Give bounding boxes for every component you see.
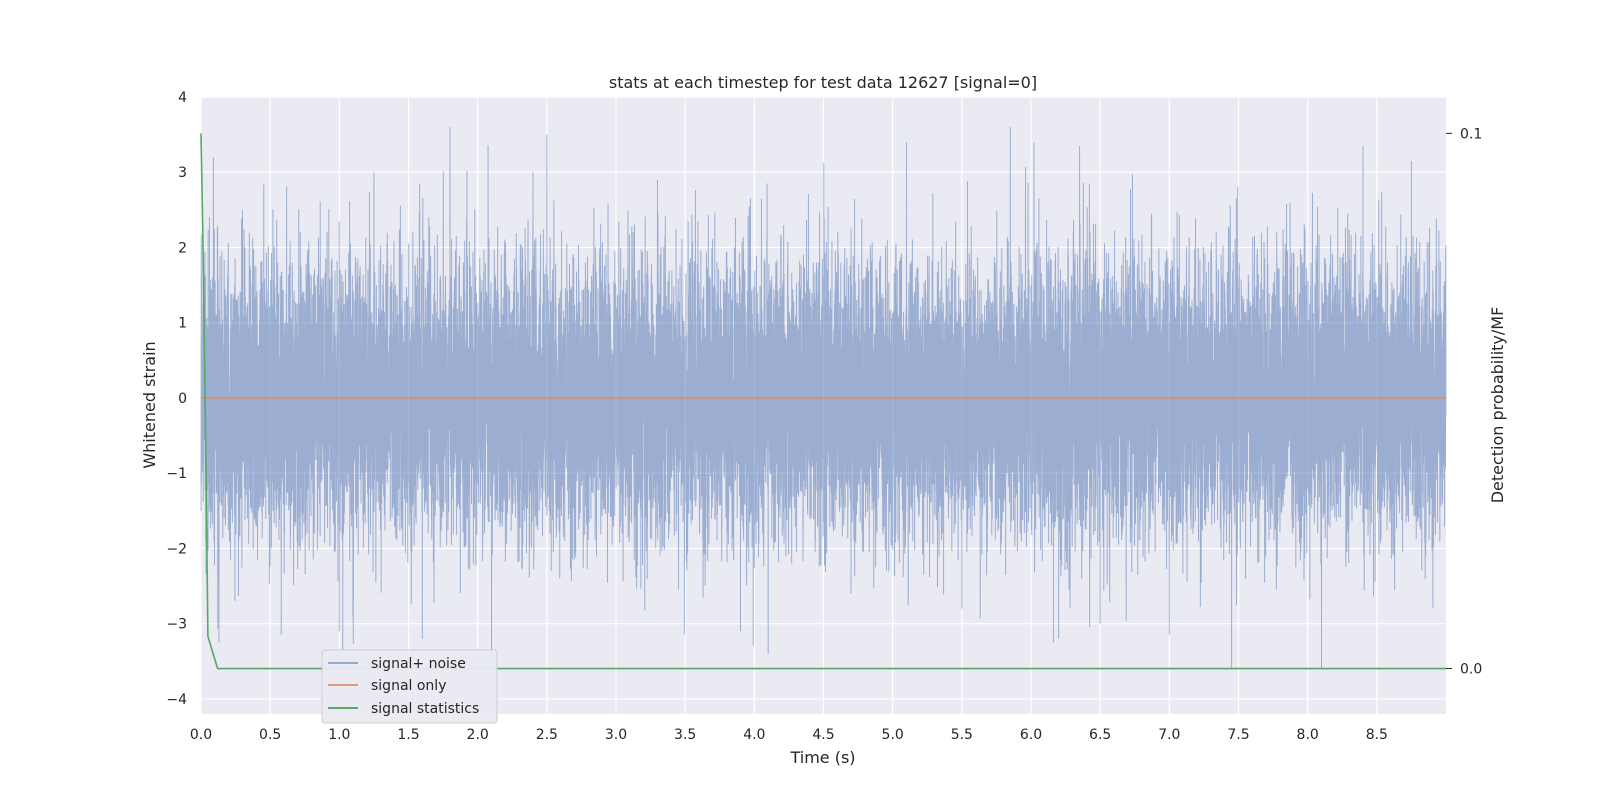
chart-title: stats at each timestep for test data 126… (609, 73, 1037, 92)
x-tick-label: 7.0 (1158, 727, 1180, 743)
x-tick-label: 6.0 (1020, 727, 1042, 743)
y-tick-label: 3 (178, 165, 187, 181)
x-tick-label: 8.0 (1297, 727, 1319, 743)
legend-label-signal-statistics: signal statistics (371, 701, 479, 717)
legend-box (321, 649, 498, 724)
y2-tick-label: 0.0 (1460, 662, 1482, 678)
x-tick-label: 0.5 (259, 727, 281, 743)
x-tick-label: 4.0 (743, 727, 765, 743)
y-tick-label: −1 (166, 466, 187, 482)
y-tick-label: −4 (166, 692, 187, 708)
y-axis-label: Whitened strain (140, 341, 159, 468)
legend-label-signal-noise: signal+ noise (371, 656, 466, 672)
series-layer (200, 127, 1447, 670)
x-axis-label: Time (s) (789, 748, 855, 767)
x-tick-label: 2.0 (467, 727, 489, 743)
x-tick-label: 4.5 (812, 727, 834, 743)
y-tick-label: −2 (166, 541, 187, 557)
x-tick-label: 1.5 (397, 727, 419, 743)
y-tick-label: 1 (178, 316, 187, 332)
ticks: 0.0 0.5 1.0 1.5 2.0 2.5 3.0 3.5 4.0 4.5 5.0 5.5 6.0 6… (166, 90, 1482, 743)
x-tick-label: 3.5 (674, 727, 696, 743)
x-tick-label: 8.5 (1366, 727, 1388, 743)
x-tick-label: 5.5 (951, 727, 973, 743)
y2-axis-label: Detection probability/MF (1488, 307, 1507, 504)
x-tick-label: 6.5 (1089, 727, 1111, 743)
y-tick-label: 4 (178, 90, 187, 106)
x-tick-label: 3.0 (605, 727, 627, 743)
legend-label-signal-only: signal only (371, 678, 446, 694)
x-tick-label: 0.0 (190, 727, 212, 743)
y-tick-label: −3 (166, 617, 187, 633)
x-tick-label: 5.0 (882, 727, 904, 743)
x-tick-label: 7.5 (1227, 727, 1249, 743)
y2-tick-label: 0.1 (1460, 126, 1482, 142)
x-tick-label: 1.0 (328, 727, 350, 743)
y-tick-label: 2 (178, 240, 187, 256)
legend: signal+ noise signal only signal statist… (321, 649, 498, 724)
series-signal-statistics-line (200, 133, 1446, 670)
y-tick-label: 0 (178, 391, 187, 407)
x-tick-label: 2.5 (536, 727, 558, 743)
series-signal-noise-line (200, 127, 1447, 669)
